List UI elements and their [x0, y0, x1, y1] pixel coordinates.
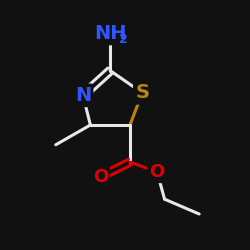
Text: O: O [150, 163, 165, 181]
Text: S: S [135, 83, 149, 102]
Text: N: N [75, 86, 91, 105]
Text: NH: NH [94, 24, 126, 43]
Text: O: O [93, 168, 108, 186]
Text: 2: 2 [120, 33, 128, 46]
